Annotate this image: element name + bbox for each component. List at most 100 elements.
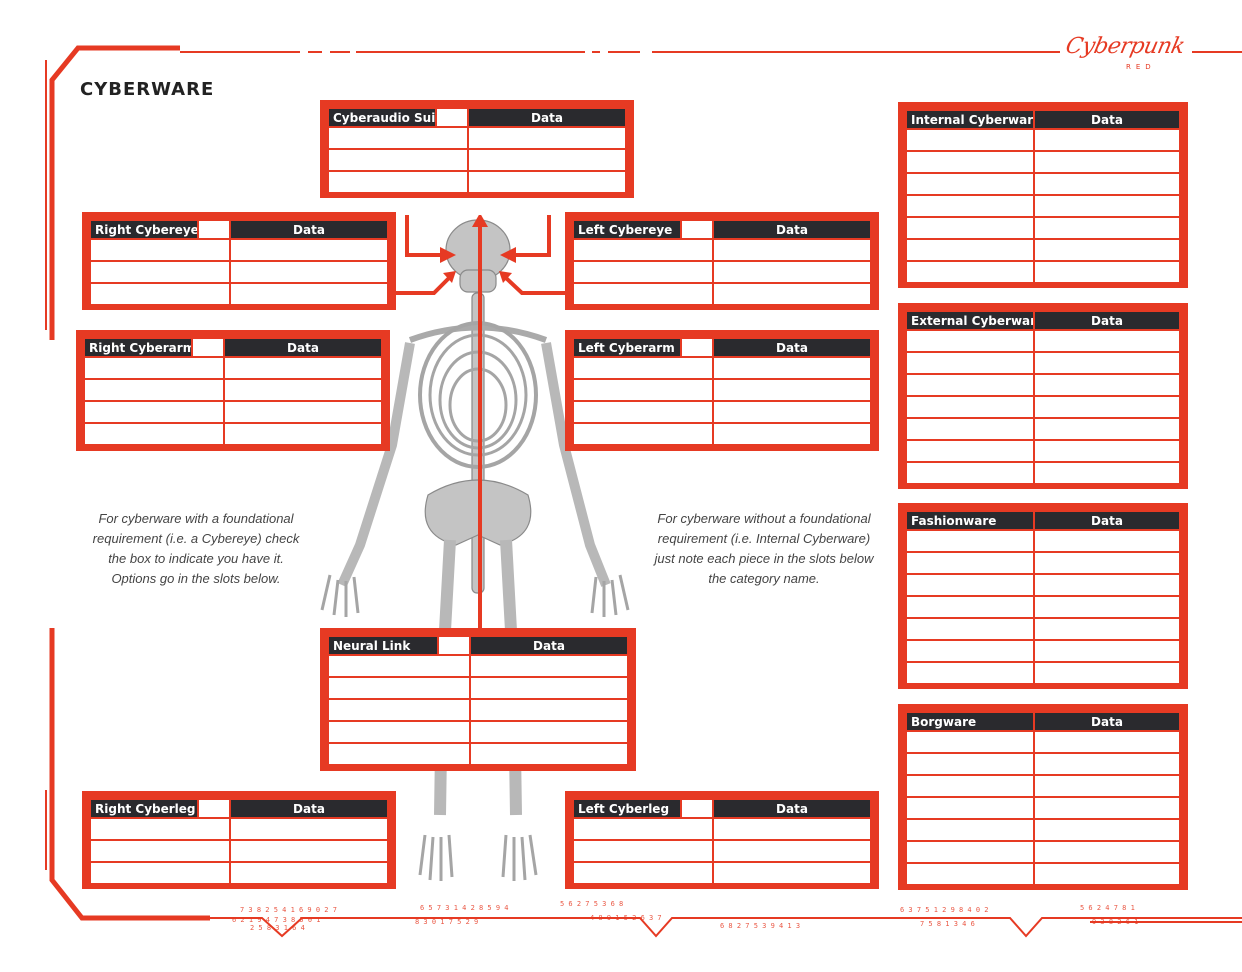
slot-cell[interactable] — [907, 619, 1033, 639]
slot-cell[interactable] — [85, 424, 223, 444]
data-cell[interactable] — [714, 841, 870, 861]
slot-cell[interactable] — [907, 419, 1033, 439]
data-cell[interactable] — [231, 841, 387, 861]
slot-cell[interactable] — [907, 331, 1033, 351]
data-cell[interactable] — [1035, 641, 1179, 661]
data-cell[interactable] — [1035, 463, 1179, 483]
left-cybereye-checkbox[interactable] — [682, 221, 712, 238]
slot-cell[interactable] — [85, 402, 223, 422]
slot-cell[interactable] — [907, 842, 1033, 862]
slot-cell[interactable] — [907, 375, 1033, 395]
left-cyberleg-checkbox[interactable] — [682, 800, 712, 817]
slot-cell[interactable] — [91, 284, 229, 304]
slot-cell[interactable] — [907, 196, 1033, 216]
slot-cell[interactable] — [91, 863, 229, 883]
data-cell[interactable] — [471, 744, 627, 764]
slot-cell[interactable] — [907, 240, 1033, 260]
slot-cell[interactable] — [907, 152, 1033, 172]
slot-cell[interactable] — [907, 218, 1033, 238]
slot-cell[interactable] — [329, 128, 467, 148]
right-cybereye-checkbox[interactable] — [199, 221, 229, 238]
data-cell[interactable] — [1035, 575, 1179, 595]
slot-cell[interactable] — [907, 575, 1033, 595]
slot-cell[interactable] — [91, 262, 229, 282]
slot-cell[interactable] — [329, 678, 469, 698]
data-cell[interactable] — [714, 380, 870, 400]
data-cell[interactable] — [714, 262, 870, 282]
data-cell[interactable] — [714, 358, 870, 378]
data-cell[interactable] — [1035, 732, 1179, 752]
cyberaudio-checkbox[interactable] — [437, 109, 467, 126]
data-cell[interactable] — [225, 358, 381, 378]
data-cell[interactable] — [231, 863, 387, 883]
slot-cell[interactable] — [329, 172, 467, 192]
data-cell[interactable] — [471, 678, 627, 698]
data-cell[interactable] — [471, 722, 627, 742]
slot-cell[interactable] — [907, 798, 1033, 818]
data-cell[interactable] — [1035, 553, 1179, 573]
slot-cell[interactable] — [907, 663, 1033, 683]
data-cell[interactable] — [1035, 663, 1179, 683]
data-cell[interactable] — [1035, 130, 1179, 150]
data-cell[interactable] — [225, 380, 381, 400]
data-cell[interactable] — [1035, 531, 1179, 551]
data-cell[interactable] — [714, 284, 870, 304]
slot-cell[interactable] — [574, 402, 712, 422]
data-cell[interactable] — [1035, 776, 1179, 796]
data-cell[interactable] — [231, 819, 387, 839]
slot-cell[interactable] — [907, 820, 1033, 840]
data-cell[interactable] — [469, 172, 625, 192]
data-cell[interactable] — [714, 424, 870, 444]
slot-cell[interactable] — [85, 380, 223, 400]
data-cell[interactable] — [1035, 353, 1179, 373]
data-cell[interactable] — [225, 402, 381, 422]
right-cyberarm-checkbox[interactable] — [193, 339, 223, 356]
slot-cell[interactable] — [329, 744, 469, 764]
data-cell[interactable] — [231, 284, 387, 304]
slot-cell[interactable] — [907, 776, 1033, 796]
slot-cell[interactable] — [907, 732, 1033, 752]
slot-cell[interactable] — [574, 863, 712, 883]
data-cell[interactable] — [1035, 754, 1179, 774]
data-cell[interactable] — [1035, 820, 1179, 840]
data-cell[interactable] — [1035, 619, 1179, 639]
data-cell[interactable] — [714, 819, 870, 839]
slot-cell[interactable] — [329, 722, 469, 742]
slot-cell[interactable] — [329, 700, 469, 720]
slot-cell[interactable] — [574, 841, 712, 861]
slot-cell[interactable] — [329, 150, 467, 170]
slot-cell[interactable] — [91, 819, 229, 839]
left-cyberarm-checkbox[interactable] — [682, 339, 712, 356]
data-cell[interactable] — [1035, 397, 1179, 417]
data-cell[interactable] — [1035, 798, 1179, 818]
data-cell[interactable] — [1035, 597, 1179, 617]
data-cell[interactable] — [1035, 218, 1179, 238]
data-cell[interactable] — [1035, 842, 1179, 862]
neural-link-checkbox[interactable] — [439, 637, 469, 654]
data-cell[interactable] — [1035, 262, 1179, 282]
data-cell[interactable] — [469, 150, 625, 170]
data-cell[interactable] — [231, 262, 387, 282]
slot-cell[interactable] — [907, 754, 1033, 774]
right-cyberleg-checkbox[interactable] — [199, 800, 229, 817]
slot-cell[interactable] — [574, 819, 712, 839]
data-cell[interactable] — [1035, 152, 1179, 172]
slot-cell[interactable] — [907, 130, 1033, 150]
slot-cell[interactable] — [907, 641, 1033, 661]
slot-cell[interactable] — [907, 262, 1033, 282]
slot-cell[interactable] — [907, 174, 1033, 194]
slot-cell[interactable] — [907, 441, 1033, 461]
slot-cell[interactable] — [574, 358, 712, 378]
slot-cell[interactable] — [574, 240, 712, 260]
data-cell[interactable] — [1035, 196, 1179, 216]
data-cell[interactable] — [1035, 441, 1179, 461]
slot-cell[interactable] — [91, 841, 229, 861]
data-cell[interactable] — [714, 863, 870, 883]
data-cell[interactable] — [231, 240, 387, 260]
data-cell[interactable] — [1035, 240, 1179, 260]
data-cell[interactable] — [1035, 864, 1179, 884]
data-cell[interactable] — [1035, 419, 1179, 439]
slot-cell[interactable] — [907, 353, 1033, 373]
slot-cell[interactable] — [907, 864, 1033, 884]
data-cell[interactable] — [1035, 174, 1179, 194]
